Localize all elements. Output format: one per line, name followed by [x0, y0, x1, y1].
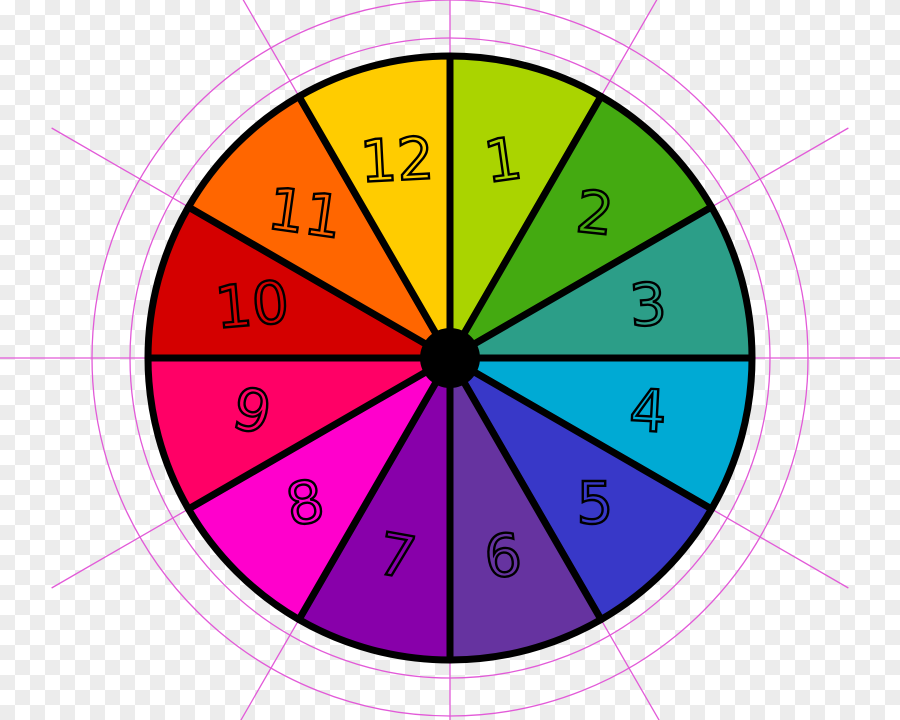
wheel-segment-5[interactable] [446, 354, 716, 624]
wheel-segment-8[interactable] [184, 354, 454, 624]
wheel-segment-2[interactable] [446, 92, 716, 362]
wheel-segment-9[interactable] [144, 354, 454, 513]
segment-label-6: 6 [481, 520, 525, 591]
segment-label-4: 4 [628, 376, 668, 446]
wheel-segment-6[interactable] [446, 354, 605, 664]
wheel-segment-4[interactable] [446, 354, 756, 513]
segment-label-12: 12 [358, 124, 435, 196]
wheel-segment-11[interactable] [184, 92, 454, 362]
wheel-segment-12[interactable] [295, 52, 454, 362]
wheel-segment-10[interactable] [144, 203, 454, 362]
segment-label-2: 2 [573, 177, 617, 248]
segment-label-3: 3 [627, 270, 669, 340]
wheel-segment-3[interactable] [446, 203, 756, 362]
wheel-hub[interactable] [420, 328, 480, 388]
segment-label-10: 10 [212, 268, 291, 342]
segment-label-11: 11 [264, 174, 347, 252]
wheel-segment-1[interactable] [446, 52, 605, 362]
segment-label-5: 5 [577, 469, 614, 537]
wheel-segment-7[interactable] [295, 354, 454, 664]
